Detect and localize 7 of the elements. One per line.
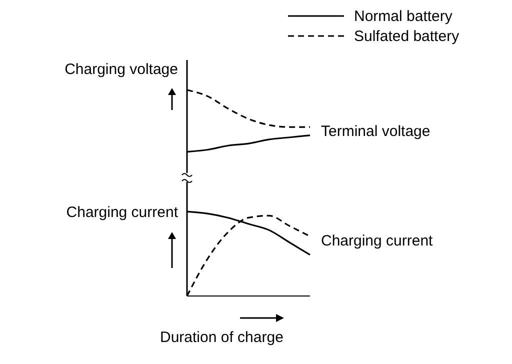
x-axis-title: Duration of charge [160, 329, 284, 346]
legend-label: Normal battery [354, 8, 453, 25]
text: Terminal voltage [321, 123, 430, 140]
text: Charging voltage [64, 61, 178, 78]
text: Charging current [66, 204, 179, 221]
text: Charging current [321, 232, 434, 250]
legend-label: Sulfated battery [354, 28, 460, 45]
